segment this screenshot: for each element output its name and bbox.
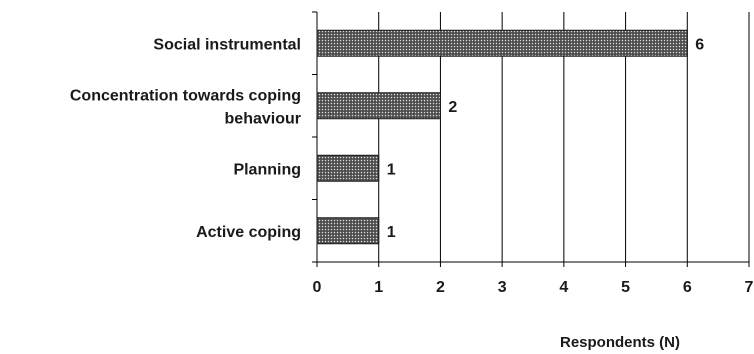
bar-value-label: 1 — [387, 161, 396, 178]
x-tick-label: 5 — [621, 279, 630, 296]
x-tick-label: 0 — [313, 279, 322, 296]
x-tick-label: 4 — [559, 279, 568, 296]
x-tick-label: 2 — [436, 279, 445, 296]
bar — [316, 154, 380, 182]
x-tick-label: 3 — [498, 279, 507, 296]
bar-value-label: 2 — [448, 99, 457, 116]
category-label: Active coping — [196, 224, 301, 241]
category-label: Planning — [233, 161, 301, 178]
bar — [316, 217, 380, 245]
bar-value-label: 1 — [387, 224, 396, 241]
category-label: Concentration towards coping — [70, 87, 301, 104]
category-label: behaviour — [225, 110, 301, 127]
x-tick-label: 7 — [745, 279, 754, 296]
x-axis-title: Respondents (N) — [560, 334, 680, 351]
category-label: Social instrumental — [153, 36, 301, 53]
bar — [316, 92, 441, 120]
x-tick-label: 1 — [374, 279, 383, 296]
bar-value-label: 6 — [695, 36, 704, 53]
x-tick-label: 6 — [683, 279, 692, 296]
labels: 0 1 2 3 4 5 6 7 6 Social instrumental 2 Concentrati… — [70, 36, 754, 296]
bar — [316, 29, 688, 57]
bars — [316, 29, 688, 245]
